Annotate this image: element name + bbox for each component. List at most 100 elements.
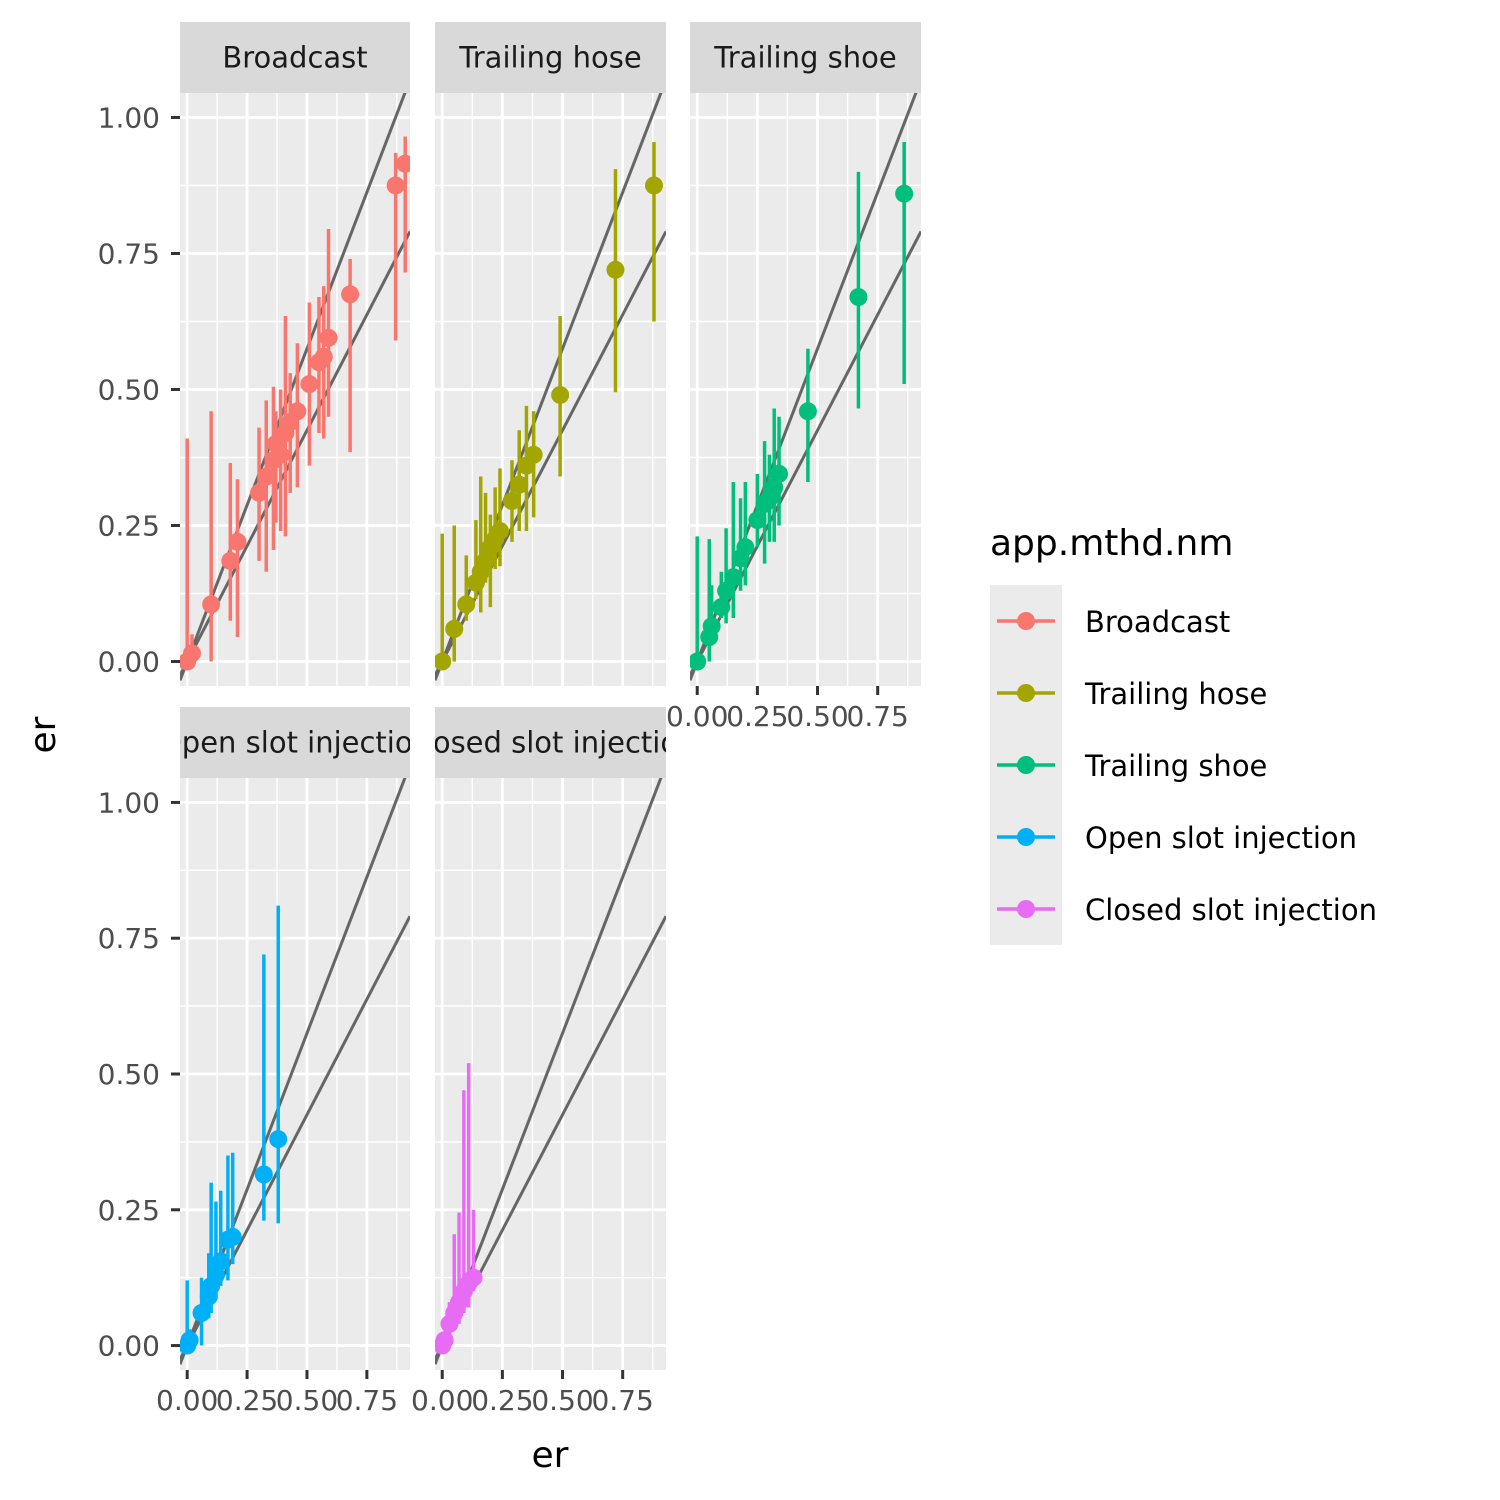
y-tick-label: 0.50 <box>98 374 160 407</box>
legend-key-point <box>1017 756 1035 774</box>
strip-label: Open slot injection <box>159 726 431 760</box>
data-layer <box>435 141 663 671</box>
strip-background <box>180 707 410 778</box>
legend-label: Closed slot injection <box>1085 893 1377 927</box>
x-tick-label: 0.00 <box>156 1384 218 1417</box>
legend-label: Broadcast <box>1085 605 1230 639</box>
legend-key-point <box>1017 612 1035 630</box>
data-point <box>770 464 789 483</box>
strip-background <box>435 707 666 778</box>
data-point <box>765 478 784 497</box>
y-tick-label: 0.00 <box>98 1330 160 1363</box>
data-point <box>551 385 570 404</box>
y-tick-label: 0.75 <box>98 237 160 270</box>
x-tick-label: 0.00 <box>411 1384 473 1417</box>
legend-title: app.mthd.nm <box>990 523 1233 564</box>
x-tick-label: 0.75 <box>336 1384 398 1417</box>
legend-key-point <box>1017 900 1035 918</box>
legend-item-broadcast: Broadcast <box>990 585 1230 657</box>
facet-broadcast: Broadcast 0.00 0.25 0.50 0.75 1.00 <box>98 22 410 686</box>
strip-label: Trailing hose <box>458 41 641 75</box>
data-point <box>457 595 476 614</box>
strip-label: Trailing shoe <box>713 41 896 75</box>
data-point <box>445 619 464 638</box>
data-point <box>271 445 290 464</box>
data-point <box>180 1331 199 1350</box>
data-point <box>211 1252 230 1271</box>
strip-label: Broadcast <box>222 41 367 75</box>
x-tick-label: 0.00 <box>666 700 728 733</box>
data-point <box>606 260 625 279</box>
facet-open-slot-injection: Open slot injection0.000.250.500.751.000… <box>98 707 431 1417</box>
facet-trailing-hose: Trailing hose <box>435 22 666 686</box>
x-tick-label: 0.75 <box>847 700 909 733</box>
data-point <box>490 521 509 540</box>
data-point <box>476 551 495 570</box>
strip-background <box>690 22 921 93</box>
reference-line <box>690 230 921 677</box>
data-point <box>319 328 338 347</box>
data-point <box>895 184 914 203</box>
facet-trailing-shoe: Trailing shoe 0.000.250.500.75 <box>666 22 921 733</box>
legend-label: Trailing shoe <box>1084 749 1267 783</box>
x-tick-label: 0.75 <box>592 1384 654 1417</box>
data-point <box>712 598 731 617</box>
data-point <box>798 402 817 421</box>
data-point <box>386 176 405 195</box>
y-tick-label: 0.25 <box>98 510 160 543</box>
data-point <box>314 347 333 366</box>
y-axis-title: er <box>23 716 64 753</box>
legend-key-point <box>1017 828 1035 846</box>
data-point <box>269 1130 288 1149</box>
x-tick-label: 0.25 <box>726 700 788 733</box>
legend-item-closed-slot-injection: Closed slot injection <box>990 873 1377 945</box>
strip-background <box>435 22 666 93</box>
data-point <box>524 445 543 464</box>
data-point <box>717 581 736 600</box>
y-tick-label: 0.00 <box>98 646 160 679</box>
data-point <box>690 652 707 671</box>
data-point <box>510 475 529 494</box>
data-point <box>288 402 307 421</box>
data-point <box>206 1265 225 1284</box>
data-layer <box>690 141 914 671</box>
data-point <box>724 568 743 587</box>
data-point <box>396 154 410 173</box>
data-point <box>748 511 767 530</box>
x-tick-label: 0.50 <box>786 700 848 733</box>
data-point <box>736 538 755 557</box>
data-layer <box>180 136 410 671</box>
data-point <box>250 483 269 502</box>
data-point <box>503 492 521 511</box>
data-point <box>228 532 247 551</box>
x-tick-label: 0.50 <box>276 1384 338 1417</box>
data-point <box>202 595 221 614</box>
data-point <box>221 551 240 570</box>
x-tick-label: 0.25 <box>216 1384 278 1417</box>
y-tick-label: 0.25 <box>98 1194 160 1227</box>
data-point <box>257 467 276 486</box>
data-point <box>254 1165 273 1184</box>
data-point <box>435 652 452 671</box>
legend-item-trailing-shoe: Trailing shoe <box>990 729 1267 801</box>
data-point <box>300 375 319 394</box>
data-point <box>702 617 721 636</box>
data-point <box>464 1268 483 1287</box>
x-axis-title: er <box>532 1435 569 1476</box>
legend-item-trailing-hose: Trailing hose <box>990 657 1267 729</box>
x-tick-label: 0.50 <box>531 1384 593 1417</box>
legend-key-point <box>1017 684 1035 702</box>
strip-background <box>180 22 410 93</box>
data-point <box>223 1227 242 1246</box>
data-layer <box>435 1063 483 1355</box>
y-tick-label: 0.75 <box>98 922 160 955</box>
data-point <box>849 288 868 307</box>
x-tick-label: 0.25 <box>471 1384 533 1417</box>
data-point <box>435 1331 454 1350</box>
legend: app.mthd.nm Broadcast Trailing hose Trailin… <box>990 523 1377 945</box>
data-point <box>192 1303 211 1322</box>
facet-closed-slot-injection: Closed slot injection 0.000.250.500.75 <box>411 707 666 1417</box>
y-tick-label: 1.00 <box>98 101 160 134</box>
data-layer <box>180 905 288 1355</box>
